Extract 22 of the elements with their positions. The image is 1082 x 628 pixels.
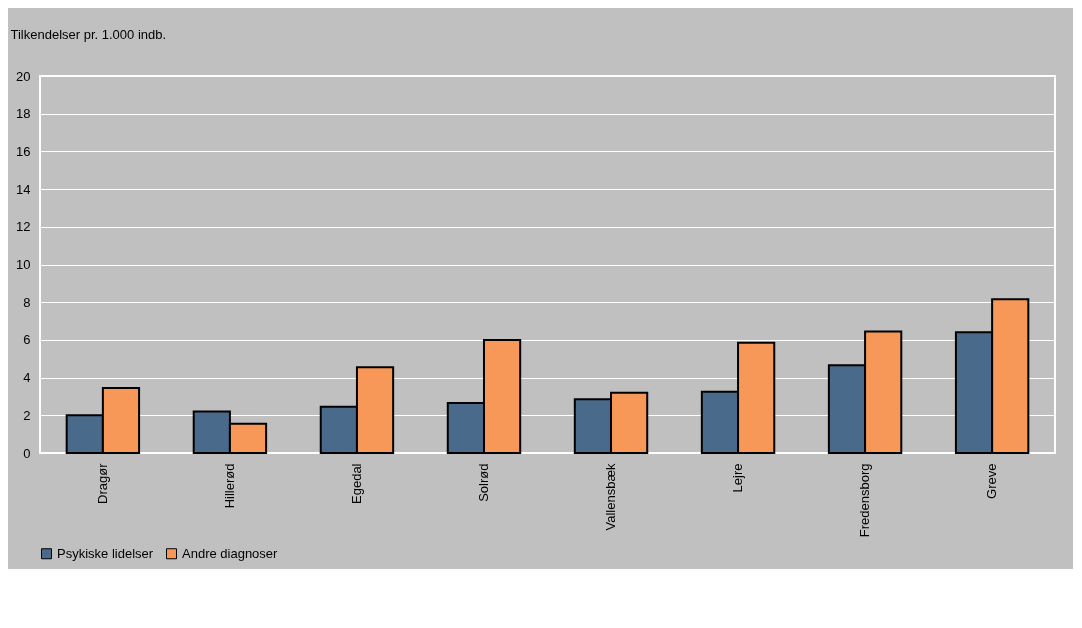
y-tick-label: 10 [16,257,31,272]
y-tick-label: 20 [16,68,31,84]
legend-label: Andre diagnoser [182,545,279,561]
x-tick-label: Fredensborg [857,463,873,538]
x-tick-label: Solrød [475,463,491,502]
y-tick-label: 6 [23,332,31,348]
legend-label: Psykiske lidelser [57,545,154,561]
x-tick-label: Vallensbæk [603,463,619,531]
x-tick-label: Lejre [730,463,746,493]
y-tick-label: 8 [23,294,31,310]
x-tick-label: Hillerød [221,463,237,509]
y-tick-label: 16 [16,143,31,159]
x-tick-label: Dragør [94,462,110,504]
y-tick-label: 12 [16,219,31,235]
y-tick-label: 18 [16,106,31,122]
x-tick-label: Egedal [348,463,364,504]
y-tick-label: 4 [23,370,31,386]
y-tick-label: 2 [23,407,31,423]
y-axis-title: Tilkendelser pr. 1.000 indb. [10,26,167,42]
y-tick-label: 14 [16,181,31,197]
y-tick-label: 0 [23,445,31,461]
x-tick-label: Greve [984,463,1000,499]
